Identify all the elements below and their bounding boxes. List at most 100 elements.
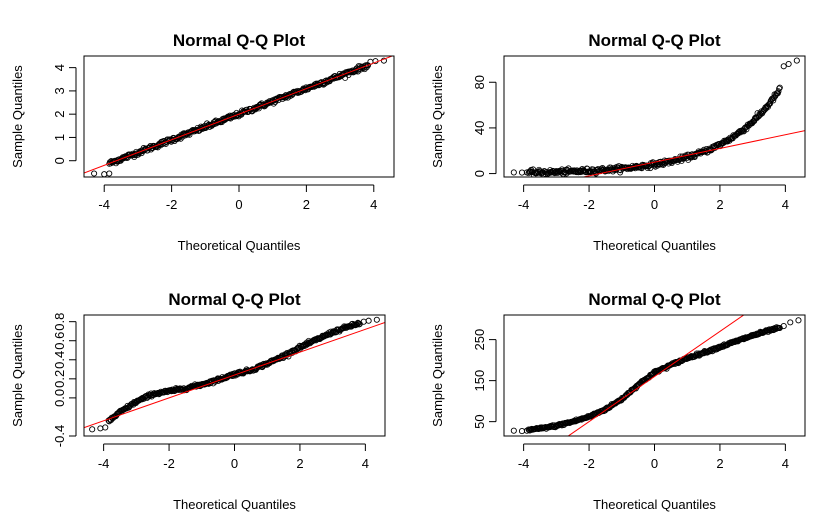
qq-point <box>518 428 526 435</box>
qq-panel-4: Normal Q-Q Plot Theoretical Quantiles Samp… <box>430 290 806 512</box>
y-tick-label: 0 <box>52 157 67 164</box>
y-tick-label: 4 <box>52 64 67 71</box>
qq-point <box>590 166 597 173</box>
y-tick-label: 2 <box>52 111 67 118</box>
x-tick-label: 2 <box>296 456 303 471</box>
x-tick-label: 0 <box>235 197 242 212</box>
x-tick-label: -4 <box>98 456 110 471</box>
sample-points <box>510 57 800 177</box>
x-tick-label: 4 <box>782 197 789 212</box>
qq-point <box>793 57 800 64</box>
x-axis-label: Theoretical Quantiles <box>593 238 716 253</box>
sample-points <box>89 316 380 433</box>
x-tick-label: -2 <box>583 456 595 471</box>
qq-point <box>787 319 794 326</box>
x-tick-label: -4 <box>518 197 530 212</box>
panel-title: Normal Q-Q Plot <box>588 290 721 309</box>
x-tick-label: -2 <box>583 197 595 212</box>
x-tick-label: 2 <box>716 456 723 471</box>
x-axis-label: Theoretical Quantiles <box>173 497 296 512</box>
plot-frame <box>503 314 806 437</box>
qq-panel-1: Normal Q-Q Plot Theoretical Quantiles Samp… <box>10 31 395 253</box>
panel-title: Normal Q-Q Plot <box>588 31 721 50</box>
qq-point <box>752 331 759 338</box>
plot-frame <box>83 55 395 178</box>
qq-point <box>106 170 113 177</box>
y-tick-label: 0.8 <box>52 313 67 331</box>
qq-point <box>97 425 104 432</box>
y-tick-label: -0.4 <box>52 425 67 447</box>
reference-line <box>84 321 385 429</box>
qq-point <box>785 60 792 68</box>
qq-point <box>248 367 255 374</box>
qq-point <box>765 103 772 110</box>
y-axis-label: Sample Quantiles <box>430 324 445 427</box>
sample-points <box>510 317 802 435</box>
qq-point <box>795 317 802 324</box>
x-tick-label: -2 <box>163 456 175 471</box>
sample-points <box>91 57 387 177</box>
qq-panel-3: Normal Q-Q Plot Theoretical Quantiles Samp… <box>10 290 386 512</box>
y-tick-label: 150 <box>472 370 487 392</box>
reference-line <box>567 315 745 436</box>
qq-point <box>360 318 367 325</box>
qq-point <box>523 169 530 176</box>
x-tick-label: 2 <box>716 197 723 212</box>
plot-frame <box>503 55 806 178</box>
reference-line <box>84 56 394 174</box>
qq-point <box>780 63 787 70</box>
y-tick-label: 0.6 <box>52 332 67 350</box>
plot-frame <box>83 314 386 437</box>
qq-point <box>373 316 380 323</box>
qq-point <box>91 170 98 177</box>
qq-point <box>89 426 96 433</box>
y-tick-label: 80 <box>472 75 487 89</box>
y-tick-label: 0.4 <box>52 351 67 369</box>
x-tick-label: -2 <box>166 197 178 212</box>
qq-panel-2: Normal Q-Q Plot Theoretical Quantiles Samp… <box>430 31 806 253</box>
qq-point <box>102 424 109 431</box>
qq-point <box>706 145 713 152</box>
y-tick-label: 3 <box>52 87 67 94</box>
qq-point <box>776 84 783 91</box>
x-tick-label: 0 <box>231 456 238 471</box>
y-tick-label: 1 <box>52 134 67 141</box>
x-tick-label: 0 <box>651 456 658 471</box>
qq-point <box>510 427 517 434</box>
qq-point <box>355 320 362 327</box>
x-tick-label: -4 <box>98 197 110 212</box>
x-tick-label: 0 <box>651 197 658 212</box>
x-tick-label: 4 <box>370 197 377 212</box>
qq-point <box>523 427 530 434</box>
x-tick-label: 2 <box>303 197 310 212</box>
x-axis-label: Theoretical Quantiles <box>178 238 301 253</box>
reference-line <box>581 130 805 177</box>
y-tick-label: 0 <box>472 170 487 177</box>
qq-point <box>120 155 127 162</box>
qq-point <box>776 85 783 92</box>
qq-point <box>775 88 782 95</box>
qq-point <box>101 171 108 177</box>
qq-point <box>365 317 372 324</box>
y-tick-label: 250 <box>472 329 487 351</box>
qq-point <box>770 94 777 101</box>
y-tick-label: 50 <box>472 414 487 428</box>
x-tick-label: -4 <box>518 456 530 471</box>
panel-title: Normal Q-Q Plot <box>173 31 306 50</box>
y-axis-label: Sample Quantiles <box>10 65 25 168</box>
qq-point <box>110 158 117 165</box>
x-axis-label: Theoretical Quantiles <box>593 497 716 512</box>
qq-point <box>510 169 517 176</box>
qq-point <box>186 131 193 138</box>
panel-title: Normal Q-Q Plot <box>168 290 301 309</box>
y-axis-label: Sample Quantiles <box>10 324 25 427</box>
qq-point <box>765 101 772 108</box>
qq-point <box>116 156 123 163</box>
y-tick-label: 40 <box>472 121 487 135</box>
y-axis-label: Sample Quantiles <box>430 65 445 168</box>
x-tick-label: 4 <box>362 456 369 471</box>
x-tick-label: 4 <box>782 456 789 471</box>
qq-point <box>518 169 526 176</box>
y-tick-label: 0.2 <box>52 370 67 388</box>
